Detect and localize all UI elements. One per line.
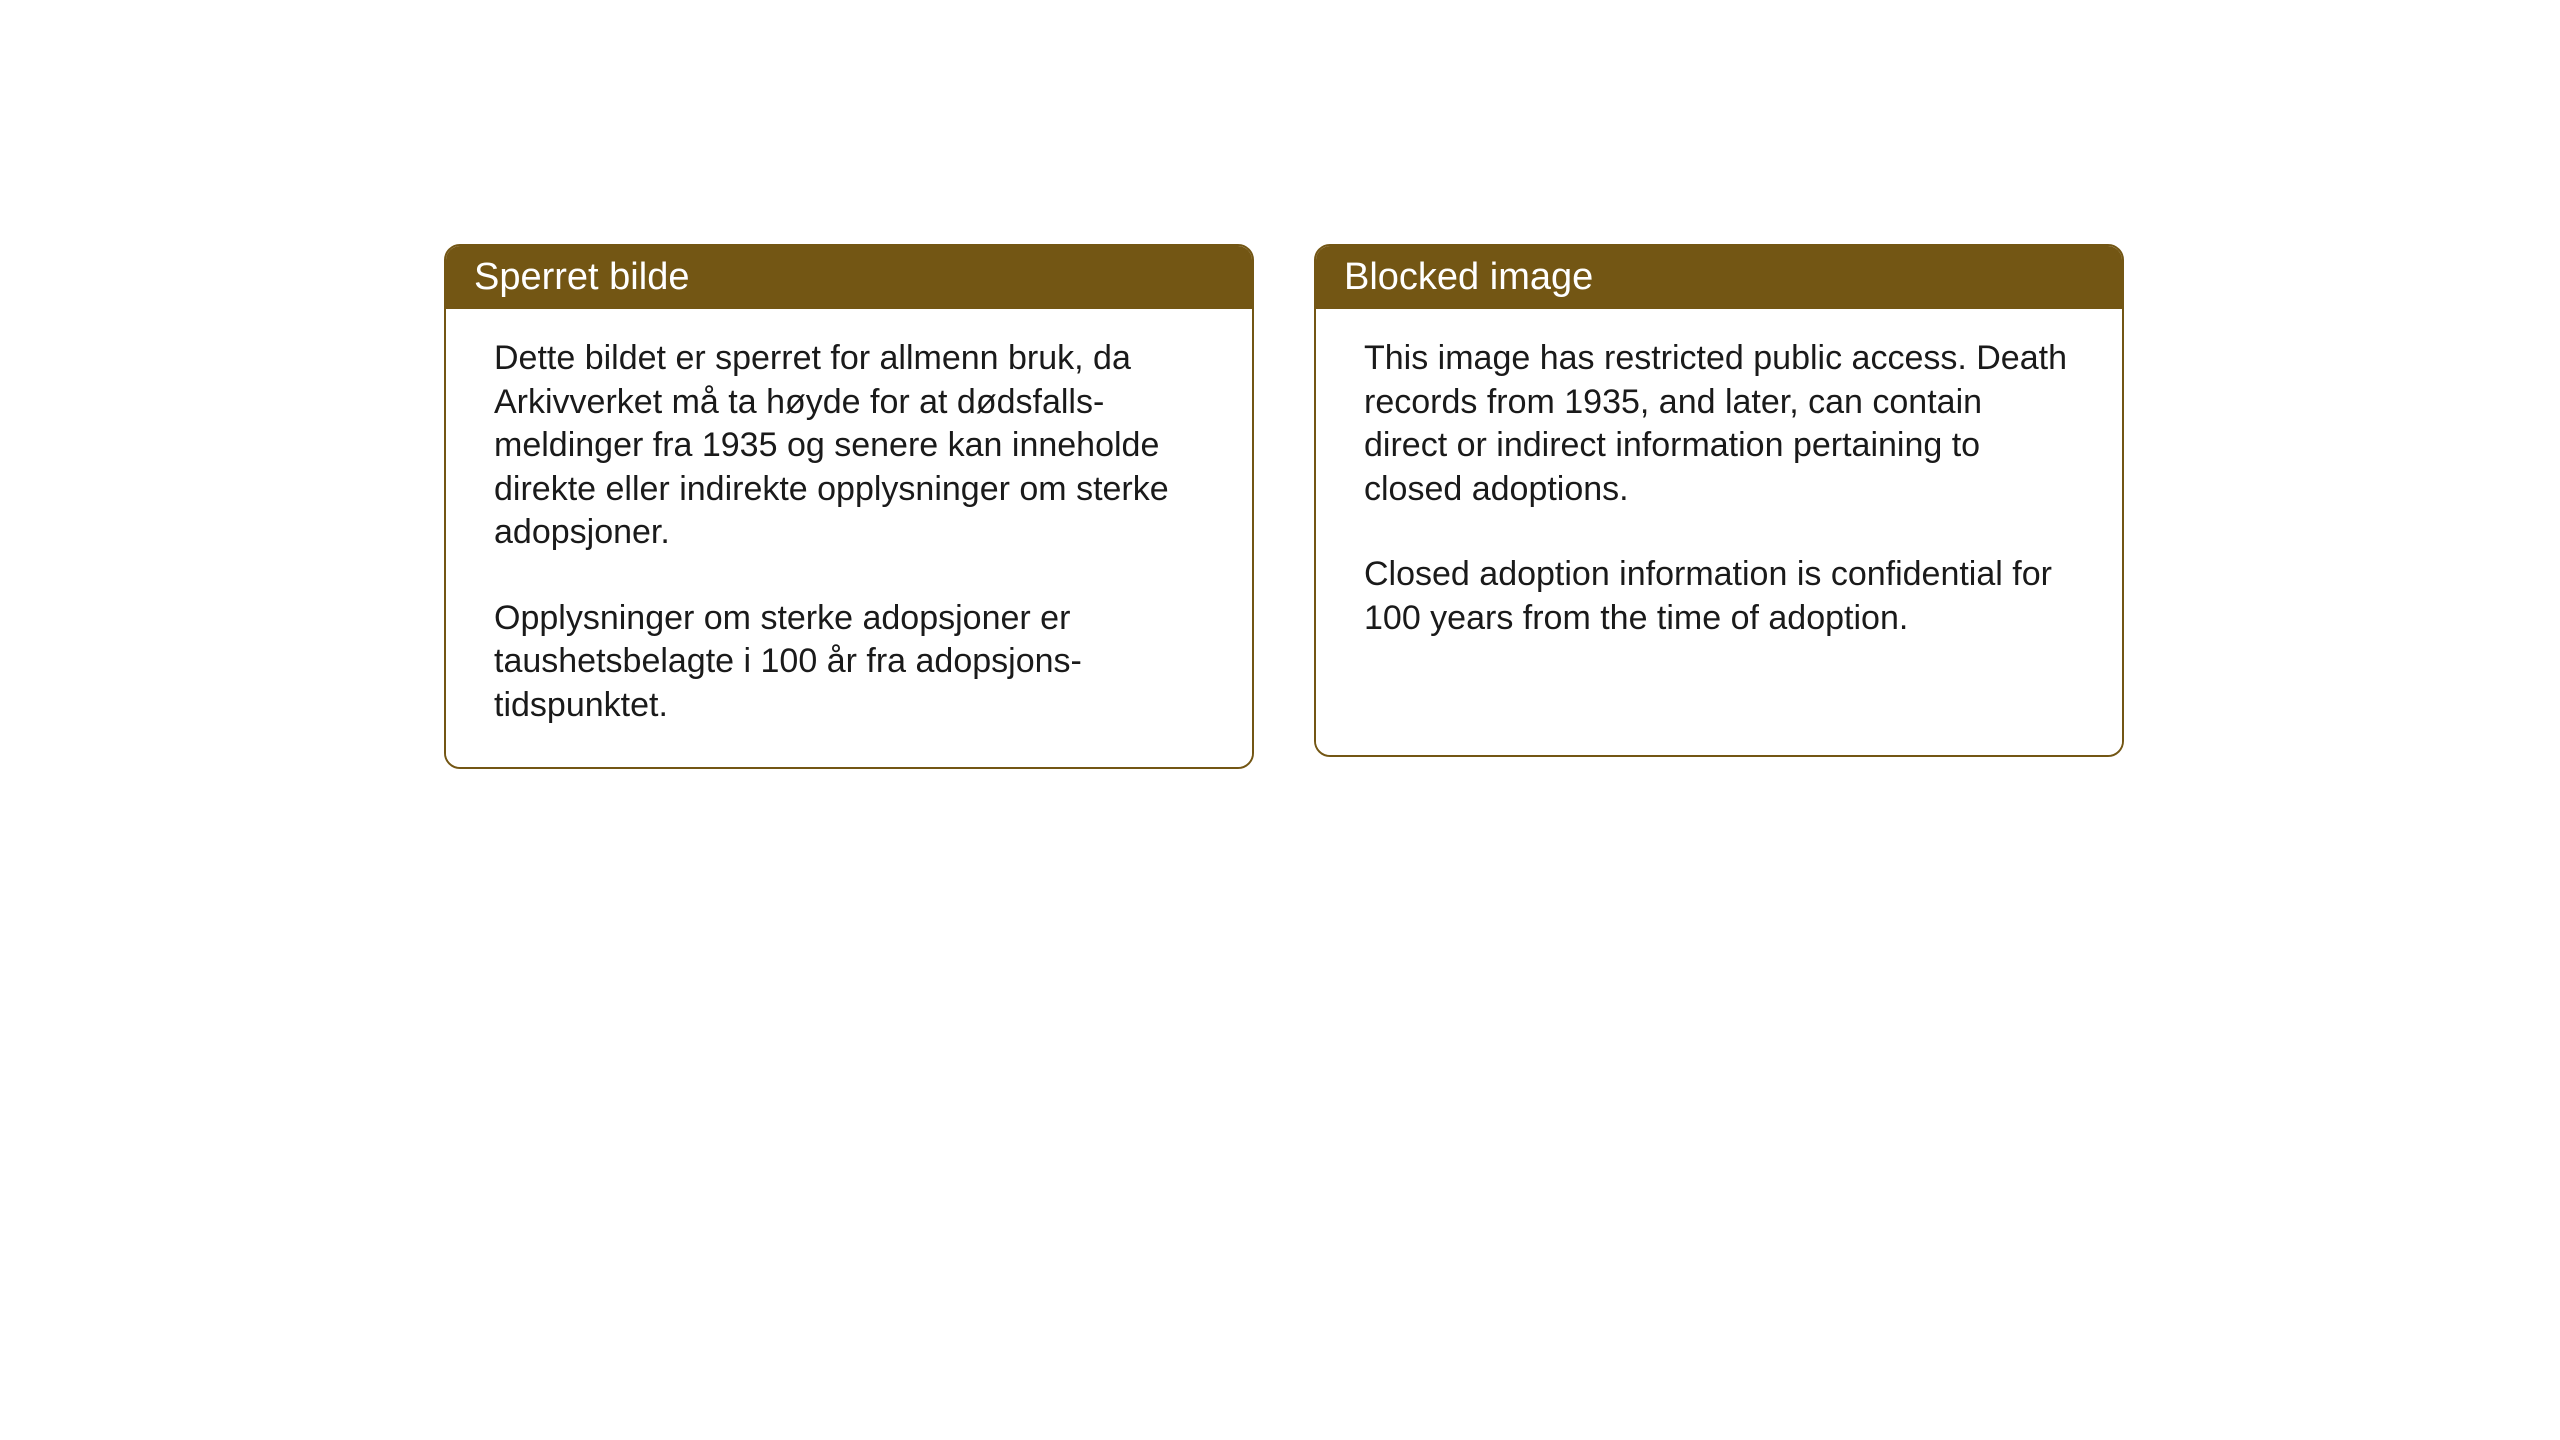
card-norwegian-paragraph-2: Opplysninger om sterke adopsjoner er tau…: [494, 597, 1204, 728]
card-english-header: Blocked image: [1316, 246, 2122, 309]
cards-container: Sperret bilde Dette bildet er sperret fo…: [444, 244, 2124, 769]
card-norwegian-body: Dette bildet er sperret for allmenn bruk…: [446, 309, 1252, 767]
card-norwegian-header: Sperret bilde: [446, 246, 1252, 309]
card-english-paragraph-1: This image has restricted public access.…: [1364, 337, 2074, 511]
card-english-paragraph-2: Closed adoption information is confident…: [1364, 553, 2074, 640]
card-norwegian: Sperret bilde Dette bildet er sperret fo…: [444, 244, 1254, 769]
card-english-body: This image has restricted public access.…: [1316, 309, 2122, 755]
card-norwegian-paragraph-1: Dette bildet er sperret for allmenn bruk…: [494, 337, 1204, 555]
card-english: Blocked image This image has restricted …: [1314, 244, 2124, 757]
